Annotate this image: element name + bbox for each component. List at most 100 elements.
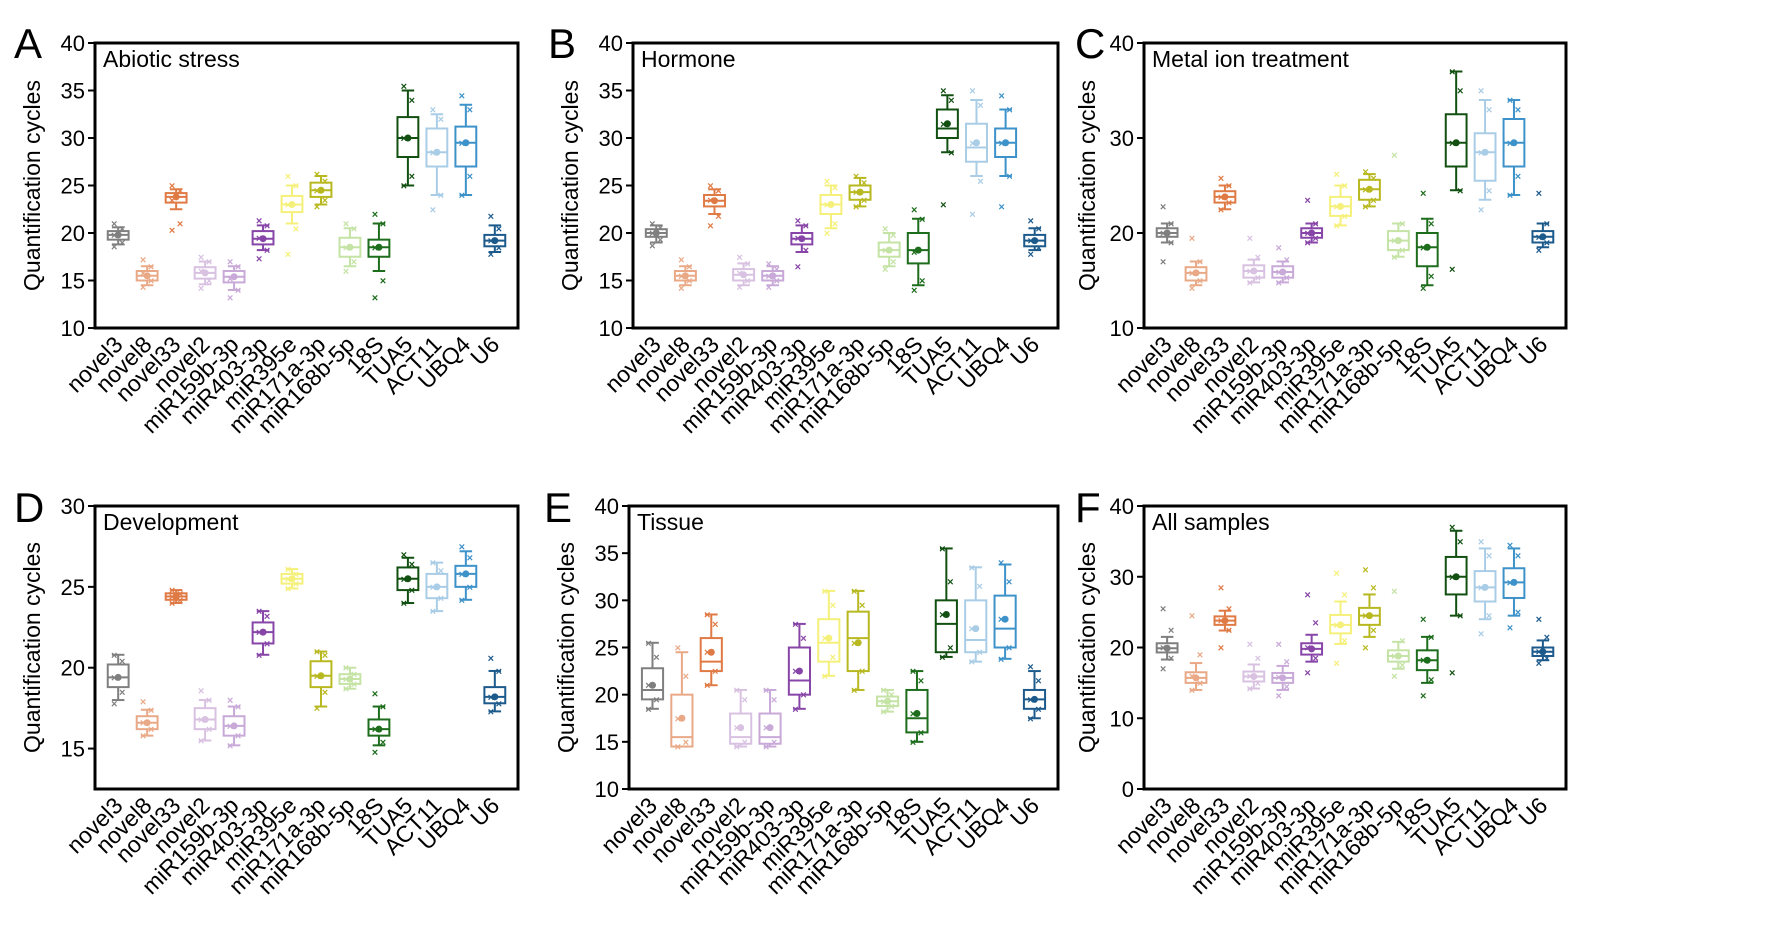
outlier-point: × xyxy=(1399,660,1405,672)
outlier-point: × xyxy=(851,685,857,697)
box-iqr xyxy=(640,667,665,701)
outlier-point: × xyxy=(675,742,681,754)
outlier-point: × xyxy=(1189,611,1195,623)
outlier-point: × xyxy=(645,704,651,716)
box-miR395e: ××××× xyxy=(1329,568,1352,670)
outlier-point: × xyxy=(1276,672,1282,684)
outlier-point: × xyxy=(1197,276,1203,288)
box-iqr xyxy=(846,610,870,673)
outlier-point: × xyxy=(1189,268,1195,280)
mean-point xyxy=(346,675,354,683)
outlier-point: × xyxy=(890,257,896,269)
outlier-point: × xyxy=(285,249,291,261)
box-iqr xyxy=(758,712,782,745)
outlier-point: × xyxy=(409,95,415,107)
mean-point xyxy=(1510,139,1518,147)
box-18S: ××××× xyxy=(367,689,391,759)
outlier-point: × xyxy=(430,606,436,618)
outlier-point: × xyxy=(1304,228,1310,240)
y-tick-label: 25 xyxy=(61,174,85,199)
outlier-point: × xyxy=(880,707,886,719)
outlier-point: × xyxy=(1276,639,1282,651)
box-miR171a-3p: ××××× xyxy=(1358,565,1381,655)
mean-point xyxy=(885,246,893,254)
outlier-point: × xyxy=(256,216,262,228)
axes-frame xyxy=(1142,41,1568,330)
mean-point xyxy=(942,610,950,618)
outlier-point: × xyxy=(1420,283,1426,295)
outlier-point: × xyxy=(1486,551,1492,563)
mean-point xyxy=(259,628,267,636)
outlier-point: × xyxy=(1536,188,1542,200)
y-tick-label: 20 xyxy=(61,221,85,246)
outlier-point: × xyxy=(1457,611,1463,623)
outlier-point: × xyxy=(1304,195,1310,207)
panel-F: F 0 10 20 30 40 Quantification cycles All sampl… xyxy=(1074,484,1568,899)
outlier-point: × xyxy=(1333,568,1339,580)
box-miR395e: ××××× xyxy=(280,564,304,595)
mean-point xyxy=(143,719,151,727)
mean-point xyxy=(913,710,921,718)
mean-point xyxy=(856,188,864,196)
y-tick-label: 10 xyxy=(1110,706,1134,731)
outlier-point: × xyxy=(488,211,494,223)
mean-point xyxy=(433,583,441,591)
outlier-point: × xyxy=(1507,190,1513,202)
box-miR168b-5p: ××××× xyxy=(1386,586,1410,683)
outlier-point: × xyxy=(1391,150,1397,162)
box-iqr xyxy=(454,125,478,168)
outlier-point: × xyxy=(467,105,473,117)
outlier-point: × xyxy=(824,200,830,212)
outlier-point: × xyxy=(977,176,983,188)
outlier-point: × xyxy=(969,86,975,98)
outlier-point: × xyxy=(1255,273,1261,285)
box-novel8: ××××× xyxy=(1184,611,1208,697)
outlier-point: × xyxy=(264,220,270,232)
x-tick-label: U6 xyxy=(465,792,504,831)
panel-letter: E xyxy=(544,484,572,531)
box-iqr xyxy=(454,564,478,588)
outlier-point: × xyxy=(140,255,146,267)
outlier-point: × xyxy=(939,652,945,664)
outlier-point: × xyxy=(1333,220,1339,232)
box-miR395e: ××××× xyxy=(280,171,304,261)
box-UBQ4: ××××× xyxy=(993,558,1017,666)
outlier-point: × xyxy=(488,653,494,665)
outlier-point: × xyxy=(1226,181,1232,193)
outlier-point: × xyxy=(372,209,378,221)
mean-point xyxy=(827,201,835,208)
outlier-point: × xyxy=(285,564,291,576)
outlier-point: × xyxy=(198,266,204,278)
y-tick-label: 15 xyxy=(599,269,623,294)
outlier-point: × xyxy=(264,611,270,623)
outlier-point: × xyxy=(409,171,415,183)
mean-point xyxy=(1394,237,1402,245)
outlier-point: × xyxy=(1449,522,1455,534)
y-tick-label: 40 xyxy=(61,31,85,56)
outlier-point: × xyxy=(766,282,772,294)
outlier-point: × xyxy=(1168,219,1174,231)
outlier-point: × xyxy=(140,731,146,743)
outlier-point: × xyxy=(795,216,801,228)
x-tick-label: U6 xyxy=(1005,792,1044,831)
outlier-point: × xyxy=(1362,643,1368,655)
mean-point xyxy=(681,272,689,280)
outlier-point: × xyxy=(293,223,299,235)
outlier-point: × xyxy=(774,276,780,288)
x-tick-label: U6 xyxy=(1513,792,1552,831)
outlier-point: × xyxy=(1218,204,1224,216)
box-18S: ××××× xyxy=(906,204,930,297)
box-UBQ4: ××××× xyxy=(1502,540,1526,635)
mean-point xyxy=(375,243,383,251)
mean-point xyxy=(798,235,806,243)
outlier-point: × xyxy=(763,723,769,735)
outlier-point: × xyxy=(824,228,830,240)
outlier-point: × xyxy=(1197,257,1203,269)
outlier-point: × xyxy=(140,282,146,294)
outlier-point: × xyxy=(227,740,233,752)
outlier-point: × xyxy=(322,650,328,662)
outlier-point: × xyxy=(918,676,924,688)
outlier-point: × xyxy=(792,666,798,678)
outlier-point: × xyxy=(1341,211,1347,223)
outlier-point: × xyxy=(140,268,146,280)
